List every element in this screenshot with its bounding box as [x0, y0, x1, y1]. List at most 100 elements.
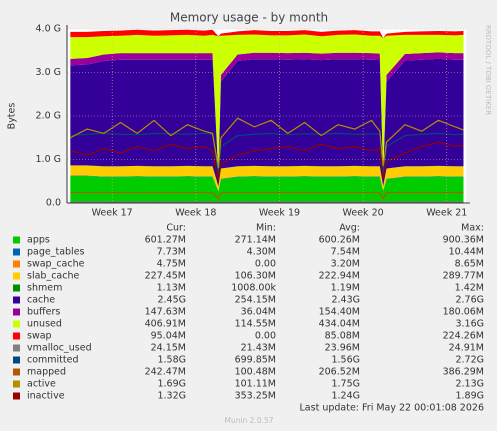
legend-value: 180.06M: [443, 307, 484, 318]
legend-value: 95.04M: [151, 331, 186, 342]
column-header: Cur:: [166, 223, 186, 234]
legend-label: apps: [27, 235, 50, 246]
legend-value: 222.94M: [319, 271, 360, 282]
legend-value: 1.75G: [331, 379, 360, 390]
chart-title: Memory usage - by month: [170, 11, 328, 25]
legend-value: 1008.00k: [231, 283, 276, 294]
legend-value: 1.69G: [157, 379, 186, 390]
legend-swatch: [13, 344, 20, 352]
x-tick-label: Week 21: [426, 208, 467, 219]
legend-value: 1.89G: [455, 391, 484, 402]
line: [70, 117, 464, 169]
legend-value: 289.77M: [443, 271, 484, 282]
column-header: Min:: [256, 223, 276, 234]
legend-value: 24.15M: [151, 343, 186, 354]
legend-value: 900.36M: [443, 235, 484, 246]
legend-value: 2.72G: [455, 355, 484, 366]
area: [70, 29, 464, 39]
area: [70, 176, 464, 203]
legend-swatch: [13, 356, 20, 364]
legend-value: 100.48M: [235, 367, 276, 378]
legend-label: vmalloc_used: [27, 343, 92, 354]
legend-value: 1.13M: [157, 283, 186, 294]
legend-label: active: [27, 379, 56, 390]
legend-value: 106.30M: [235, 271, 276, 282]
legend-swatch: [13, 248, 20, 256]
legend-value: 2.43G: [331, 295, 360, 306]
legend-value: 147.63M: [145, 307, 186, 318]
legend-value: 101.11M: [235, 379, 276, 390]
legend-label: buffers: [27, 307, 60, 318]
legend-value: 8.65M: [455, 259, 484, 270]
legend-label: committed: [27, 355, 79, 366]
legend-label: swap: [27, 331, 52, 342]
y-tick-label: 2.0 G: [36, 111, 62, 122]
legend-swatch: [13, 284, 20, 292]
legend-value: 1.32G: [157, 391, 186, 402]
legend-value: 85.08M: [325, 331, 360, 342]
column-header: Max:: [461, 223, 484, 234]
legend-value: 4.75M: [157, 259, 186, 270]
legend-value: 7.54M: [331, 247, 360, 258]
x-tick-label: Week 17: [92, 208, 133, 219]
legend-label: swap_cache: [27, 259, 85, 270]
legend-value: 227.45M: [145, 271, 186, 282]
legend-swatch: [13, 380, 20, 388]
legend-value: 21.43M: [241, 343, 276, 354]
legend-value: 4.30M: [247, 247, 276, 258]
legend-swatch: [13, 392, 20, 400]
legend-value: 353.25M: [235, 391, 276, 402]
legend-value: 1.58G: [157, 355, 186, 366]
legend-value: 434.04M: [319, 319, 360, 330]
x-tick-label: Week 20: [343, 208, 384, 219]
legend-value: 7.73M: [157, 247, 186, 258]
watermark: RRDTOOL / TOBI OETIKER: [484, 25, 492, 115]
y-tick-label: 4.0 G: [36, 24, 62, 35]
y-tick-label: 1.0 G: [36, 154, 62, 165]
legend-value: 406.91M: [145, 319, 186, 330]
legend-label: slab_cache: [27, 271, 79, 282]
area: [70, 165, 464, 192]
legend-value: 699.85M: [235, 355, 276, 366]
legend-value: 2.13G: [455, 379, 484, 390]
legend-value: 2.45G: [157, 295, 186, 306]
version: Munin 2.0.57: [224, 416, 273, 425]
legend-value: 386.29M: [443, 367, 484, 378]
line: [70, 191, 464, 200]
legend-swatch: [13, 296, 20, 304]
legend-label: page_tables: [27, 247, 85, 258]
legend-value: 24.91M: [449, 343, 484, 354]
x-tick-label: Week 19: [259, 208, 300, 219]
area: [70, 34, 464, 174]
legend-label: cache: [27, 295, 55, 306]
legend-value: 10.44M: [449, 247, 484, 258]
legend-label: unused: [27, 319, 62, 330]
legend-label: mapped: [27, 367, 66, 378]
legend-label: inactive: [27, 391, 65, 402]
legend-value: 2.76G: [455, 295, 484, 306]
legend-value: 0.00: [255, 259, 276, 270]
line: [70, 141, 464, 182]
x-tick-label: Week 18: [175, 208, 216, 219]
legend-value: 271.14M: [235, 235, 276, 246]
legend-value: 36.04M: [241, 307, 276, 318]
legend-value: 600.26M: [319, 235, 360, 246]
y-tick-label: 3.0 G: [36, 67, 62, 78]
legend-value: 23.96M: [325, 343, 360, 354]
legend-value: 206.52M: [319, 367, 360, 378]
last-update: Last update: Fri May 22 00:01:08 2026: [300, 403, 484, 414]
legend-value: 3.16G: [455, 319, 484, 330]
legend-swatch: [13, 260, 20, 268]
legend-swatch: [13, 308, 20, 316]
legend-value: 1.19M: [331, 283, 360, 294]
legend-swatch: [13, 272, 20, 280]
legend-swatch: [13, 320, 20, 328]
legend-value: 1.24G: [331, 391, 360, 402]
legend-label: shmem: [27, 283, 62, 294]
y-tick-label: 0.0: [46, 198, 61, 209]
legend-value: 601.27M: [145, 235, 186, 246]
legend-value: 242.47M: [145, 367, 186, 378]
legend-swatch: [13, 368, 20, 376]
legend-value: 114.55M: [235, 319, 276, 330]
